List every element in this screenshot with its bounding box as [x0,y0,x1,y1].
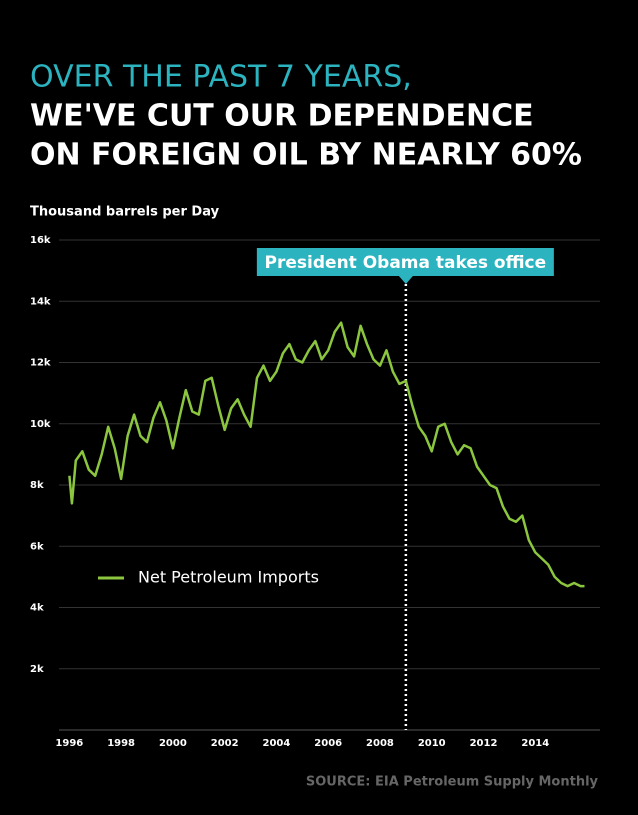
x-tick-label: 2010 [418,738,446,749]
title-line: WE'VE CUT OUR DEPENDENCE [30,99,534,134]
x-tick-label: 2014 [521,738,549,749]
x-tick-label: 2008 [366,738,394,749]
y-tick-label: 16k [30,235,51,246]
title-line: OVER THE PAST 7 YEARS, [30,60,412,95]
y-tick-label: 10k [30,419,51,430]
source: SOURCE: EIA Petroleum Supply Monthly [306,775,599,790]
y-tick-label: 6k [30,541,44,552]
y-tick-label: 8k [30,480,44,491]
legend-label: Net Petroleum Imports [138,568,319,587]
x-tick-label: 1998 [107,738,135,749]
x-tick-label: 1996 [55,738,83,749]
annotation-pointer [398,276,413,284]
y-axis-label: Thousand barrels per Day [30,205,220,220]
annotation-box [256,248,554,276]
y-tick-label: 2k [30,664,44,675]
x-tick-label: 2000 [159,738,187,749]
x-tick-label: 2006 [314,738,342,749]
y-tick-label: 14k [30,296,51,307]
title-line: ON FOREIGN OIL BY NEARLY 60% [30,138,582,173]
y-tick-label: 12k [30,358,51,369]
x-tick-label: 2012 [470,738,498,749]
y-tick-label: 4k [30,603,44,614]
annotation-text: President Obama takes office [265,253,547,273]
x-tick-label: 2002 [211,738,239,749]
x-tick-label: 2004 [263,738,291,749]
series-line [68,321,585,588]
